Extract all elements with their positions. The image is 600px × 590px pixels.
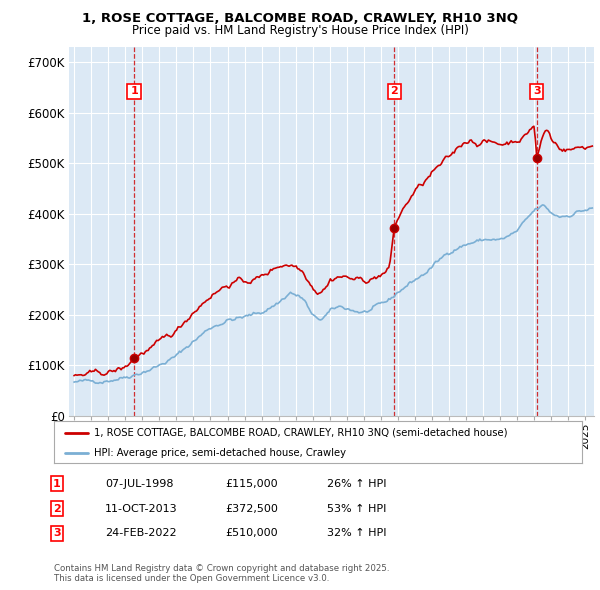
Text: 3: 3: [533, 87, 541, 96]
Text: 2: 2: [53, 504, 61, 513]
Text: 1: 1: [130, 87, 138, 96]
Text: 32% ↑ HPI: 32% ↑ HPI: [327, 529, 386, 538]
Text: 1, ROSE COTTAGE, BALCOMBE ROAD, CRAWLEY, RH10 3NQ: 1, ROSE COTTAGE, BALCOMBE ROAD, CRAWLEY,…: [82, 12, 518, 25]
Text: 2: 2: [391, 87, 398, 96]
Text: £510,000: £510,000: [225, 529, 278, 538]
Text: £115,000: £115,000: [225, 479, 278, 489]
Text: 3: 3: [53, 529, 61, 538]
Text: 11-OCT-2013: 11-OCT-2013: [105, 504, 178, 513]
Text: Contains HM Land Registry data © Crown copyright and database right 2025.
This d: Contains HM Land Registry data © Crown c…: [54, 563, 389, 583]
Text: 1: 1: [53, 479, 61, 489]
Text: 26% ↑ HPI: 26% ↑ HPI: [327, 479, 386, 489]
Text: Price paid vs. HM Land Registry's House Price Index (HPI): Price paid vs. HM Land Registry's House …: [131, 24, 469, 37]
Text: 53% ↑ HPI: 53% ↑ HPI: [327, 504, 386, 513]
Text: £372,500: £372,500: [225, 504, 278, 513]
Text: 07-JUL-1998: 07-JUL-1998: [105, 479, 173, 489]
Text: 1, ROSE COTTAGE, BALCOMBE ROAD, CRAWLEY, RH10 3NQ (semi-detached house): 1, ROSE COTTAGE, BALCOMBE ROAD, CRAWLEY,…: [94, 428, 507, 438]
Text: HPI: Average price, semi-detached house, Crawley: HPI: Average price, semi-detached house,…: [94, 448, 346, 457]
Text: 24-FEB-2022: 24-FEB-2022: [105, 529, 176, 538]
